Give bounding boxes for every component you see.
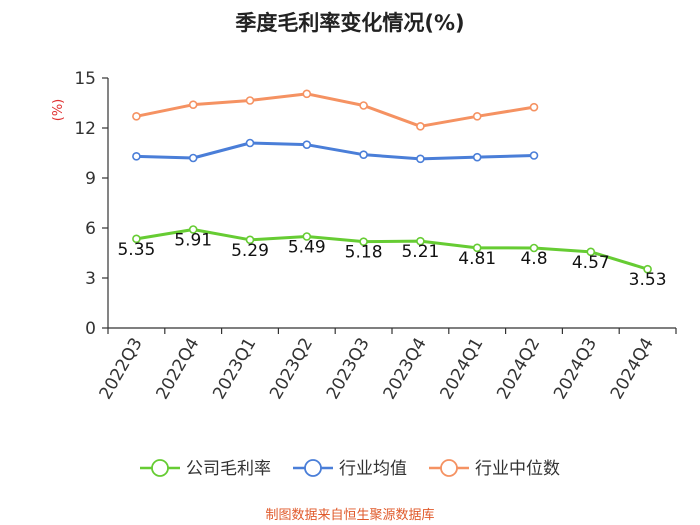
y-tick-label: 6 (85, 219, 96, 239)
x-tick-label: 2024Q2 (493, 335, 544, 403)
data-point (245, 235, 255, 245)
y-tick-label: 3 (85, 269, 96, 289)
data-label: 5.49 (288, 238, 326, 258)
data-labels: 5.35 5.91 5.29 5.49 5.18 5.21 4.81 4.8 4.57 3.53 (117, 231, 666, 291)
y-tick-label: 0 (85, 319, 96, 339)
data-point (132, 234, 141, 244)
data-point (359, 101, 368, 110)
data-point (586, 247, 596, 257)
data-point (416, 154, 425, 164)
data-point (132, 152, 141, 161)
legend-item[interactable]: 行业均值 (293, 459, 407, 479)
source-note: 制图数据来自恒生聚源数据库 (265, 507, 434, 523)
x-tick-label: 2023Q4 (380, 335, 431, 403)
data-point (302, 232, 312, 241)
data-label: 5.29 (231, 241, 269, 261)
legend-label: 行业均值 (339, 459, 407, 479)
x-tick-label: 2023Q2 (266, 335, 317, 403)
data-point (245, 138, 255, 148)
legend-marker-icon (151, 459, 169, 477)
series-line (136, 228, 649, 271)
data-point (359, 237, 368, 246)
data-label: 5.21 (401, 242, 439, 262)
x-tick-label: 2022Q4 (152, 335, 203, 403)
y-tick-label: 9 (85, 169, 96, 189)
data-point (245, 96, 255, 105)
data-point (472, 152, 482, 162)
data-point (188, 153, 198, 163)
legend-marker-icon (440, 459, 458, 477)
data-point (529, 243, 539, 253)
data-point (132, 112, 141, 121)
chart-title: 季度毛利率变化情况(%) (235, 11, 464, 35)
data-label: 3.53 (629, 270, 667, 290)
x-tick-label: 2024Q4 (607, 335, 658, 403)
legend[interactable]: 公司毛利率 行业均值 行业中位数 (140, 459, 560, 479)
series-lines (132, 89, 652, 274)
legend-item[interactable]: 公司毛利率 (140, 459, 271, 479)
data-point (643, 264, 652, 274)
data-label: 5.91 (174, 231, 212, 251)
data-point (359, 150, 368, 159)
data-label: 4.8 (520, 249, 547, 269)
y-tick-label: 15 (74, 69, 96, 89)
data-point (416, 236, 425, 246)
data-label: 5.18 (345, 243, 383, 263)
data-point (302, 140, 312, 149)
series-line (136, 141, 535, 161)
data-label: 4.57 (572, 253, 610, 273)
data-point (416, 122, 425, 131)
data-point (529, 151, 539, 160)
legend-marker-icon (304, 459, 322, 477)
y-tick-label: 12 (74, 119, 96, 139)
data-point (302, 89, 312, 99)
data-label: 4.81 (458, 249, 496, 269)
data-point (472, 112, 482, 121)
data-point (188, 100, 198, 109)
data-point (472, 243, 482, 253)
legend-label: 公司毛利率 (186, 459, 271, 479)
y-axis-unit-label: (%) (51, 99, 66, 122)
series-line (136, 92, 535, 128)
x-tick-label: 2023Q1 (209, 335, 260, 403)
legend-item[interactable]: 行业中位数 (429, 459, 560, 479)
x-tick-label: 2024Q3 (550, 335, 601, 403)
data-point (188, 225, 198, 234)
legend-label: 行业中位数 (475, 459, 560, 479)
data-point (529, 102, 539, 112)
data-label: 5.35 (117, 240, 155, 260)
x-tick-label: 2022Q3 (96, 335, 147, 403)
x-tick-label: 2023Q3 (323, 335, 374, 403)
x-tick-label: 2024Q1 (436, 335, 487, 403)
